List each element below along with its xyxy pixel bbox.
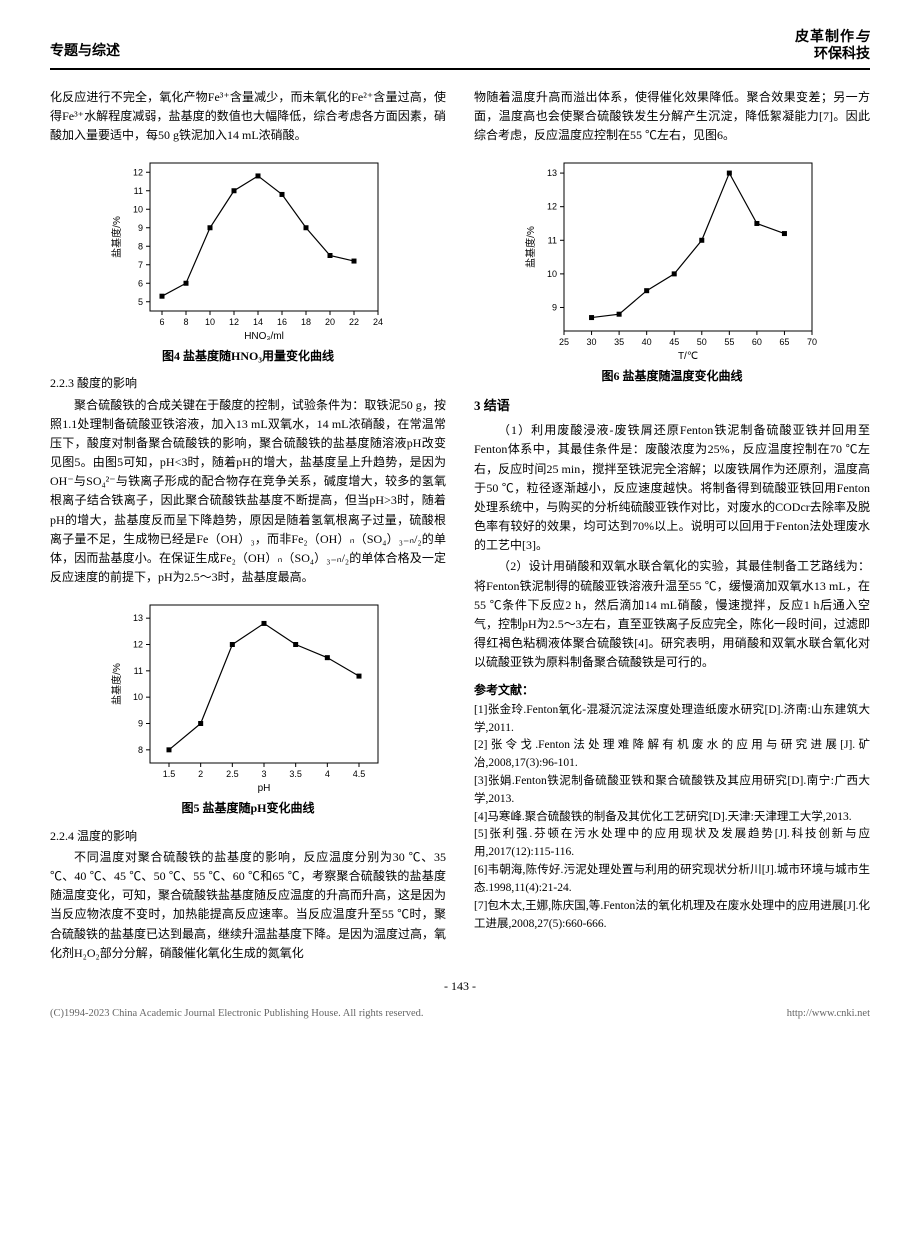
fig5-chart: 1.5 2 2.5 3 3.5 4 4.5 8 9 10 11 12 13 pH 盐基度/%: [108, 595, 388, 795]
fig6-chart: 25 30 35 40 45 50 55 60 65 70 9 10 11 12 13 T/℃ 盐基度/%: [522, 153, 822, 363]
svg-text:4: 4: [325, 769, 330, 779]
reference-item: [5]张利强.芬顿在污水处理中的应用现状及发展趋势[J].科技创新与应用,201…: [474, 826, 870, 862]
svg-text:2: 2: [198, 769, 203, 779]
reference-item: [1]张金玲.Fenton氧化-混凝沉淀法深度处理造纸废水研究[D].济南:山东…: [474, 702, 870, 738]
reference-item: [4]马寒峰.聚合硫酸铁的制备及其优化工艺研究[D].天津:天津理工大学,201…: [474, 809, 870, 827]
svg-text:12: 12: [133, 167, 143, 177]
figure-4: 6 8 10 12 14 16 18 20 22 24 5 6 7 8 9 10 11 12 HNO₃/ml 盐基度/…: [50, 153, 446, 343]
svg-text:55: 55: [724, 337, 734, 347]
svg-text:3.5: 3.5: [289, 769, 302, 779]
svg-text:14: 14: [253, 317, 263, 327]
svg-text:18: 18: [301, 317, 311, 327]
reference-item: [2]张令戈.Fenton法处理难降解有机废水的应用与研究进展[J].矿冶,20…: [474, 737, 870, 773]
fig4-caption: 图4 盐基度随HNO₃用量变化曲线: [50, 347, 446, 366]
svg-text:11: 11: [134, 666, 143, 676]
svg-text:8: 8: [183, 317, 188, 327]
svg-text:2.5: 2.5: [226, 769, 239, 779]
svg-text:16: 16: [277, 317, 287, 327]
sec-2-2-3-heading: 2.2.3 酸度的影响: [50, 374, 446, 393]
reference-item: [3]张娟.Fenton铁泥制备硫酸亚铁和聚合硫酸铁及其应用研究[D].南宁:广…: [474, 773, 870, 809]
svg-text:25: 25: [559, 337, 569, 347]
footer-url: http://www.cnki.net: [787, 1006, 870, 1023]
fig5-caption: 图5 盐基度随pH变化曲线: [50, 799, 446, 818]
header-journal-title: 皮革制作与 环保科技: [795, 30, 870, 64]
svg-text:盐基度/%: 盐基度/%: [110, 216, 123, 258]
svg-text:10: 10: [133, 204, 143, 214]
svg-text:7: 7: [138, 260, 143, 270]
svg-text:30: 30: [587, 337, 597, 347]
svg-text:13: 13: [133, 614, 143, 624]
svg-text:12: 12: [133, 640, 143, 650]
page-header: 专题与综述 皮革制作与 环保科技: [50, 30, 870, 70]
sec-3-p1: （1）利用废酸浸液-废铁屑还原Fenton铁泥制备硫酸亚铁并回用至Fenton体…: [474, 421, 870, 555]
svg-text:50: 50: [697, 337, 707, 347]
svg-text:8: 8: [138, 745, 143, 755]
svg-text:65: 65: [779, 337, 789, 347]
svg-text:5: 5: [138, 297, 143, 307]
svg-text:6: 6: [138, 278, 143, 288]
svg-text:22: 22: [349, 317, 359, 327]
svg-text:60: 60: [752, 337, 762, 347]
svg-text:11: 11: [548, 235, 557, 245]
svg-text:HNO₃/ml: HNO₃/ml: [244, 331, 284, 342]
svg-text:11: 11: [134, 186, 143, 196]
svg-text:10: 10: [205, 317, 215, 327]
svg-text:4.5: 4.5: [353, 769, 366, 779]
references-list: [1]张金玲.Fenton氧化-混凝沉淀法深度处理造纸废水研究[D].济南:山东…: [474, 702, 870, 934]
para-intro-right: 物随着温度升高而溢出体系，使得催化效果降低。聚合效果变差；另一方面，温度高也会使…: [474, 88, 870, 146]
svg-text:8: 8: [138, 241, 143, 251]
svg-text:3: 3: [261, 769, 266, 779]
header-section-title: 专题与综述: [50, 41, 120, 63]
fig6-caption: 图6 盐基度随温度变化曲线: [474, 367, 870, 386]
svg-text:9: 9: [552, 303, 557, 313]
svg-text:12: 12: [547, 202, 557, 212]
svg-text:10: 10: [133, 693, 143, 703]
page-footer: (C)1994-2023 China Academic Journal Elec…: [50, 1006, 870, 1023]
sec-2-2-4-body: 不同温度对聚合硫酸铁的盐基度的影响，反应温度分别为30 ℃、35 ℃、40 ℃、…: [50, 848, 446, 963]
svg-text:盐基度/%: 盐基度/%: [110, 663, 123, 705]
sec-3-p2: （2）设计用硝酸和双氧水联合氧化的实验，其最佳制备工艺路线为：将Fenton铁泥…: [474, 557, 870, 672]
content-columns: 化反应进行不完全，氧化产物Fe³⁺含量减少，而未氧化的Fe²⁺含量过高，使得Fe…: [50, 88, 870, 965]
page-number: - 143 -: [50, 977, 870, 996]
svg-text:40: 40: [642, 337, 652, 347]
sec-3-heading: 3 结语: [474, 396, 870, 417]
svg-text:70: 70: [807, 337, 817, 347]
figure-6: 25 30 35 40 45 50 55 60 65 70 9 10 11 12 13 T/℃ 盐基度/%: [474, 153, 870, 363]
left-column: 化反应进行不完全，氧化产物Fe³⁺含量减少，而未氧化的Fe²⁺含量过高，使得Fe…: [50, 88, 446, 965]
sec-2-2-4-heading: 2.2.4 温度的影响: [50, 827, 446, 846]
figure-5: 1.5 2 2.5 3 3.5 4 4.5 8 9 10 11 12 13 pH 盐基度/%: [50, 595, 446, 795]
svg-text:12: 12: [229, 317, 239, 327]
reference-item: [6]韦朝海,陈传好.污泥处理处置与利用的研究现状分析川[J].城市环境与城市生…: [474, 862, 870, 898]
svg-text:pH: pH: [258, 783, 271, 794]
svg-text:盐基度/%: 盐基度/%: [524, 226, 537, 268]
sec-2-2-3-body: 聚合硫酸铁的合成关键在于酸度的控制，试验条件为：取铁泥50 g，按照1.1处理制…: [50, 396, 446, 588]
para-intro-left: 化反应进行不完全，氧化产物Fe³⁺含量减少，而未氧化的Fe²⁺含量过高，使得Fe…: [50, 88, 446, 146]
svg-text:1.5: 1.5: [163, 769, 176, 779]
svg-text:6: 6: [159, 317, 164, 327]
svg-text:13: 13: [547, 168, 557, 178]
svg-text:9: 9: [138, 223, 143, 233]
svg-text:20: 20: [325, 317, 335, 327]
svg-text:45: 45: [669, 337, 679, 347]
svg-text:24: 24: [373, 317, 383, 327]
references-heading: 参考文献：: [474, 681, 870, 700]
reference-item: [7]包木太,王娜,陈庆国,等.Fenton法的氧化机理及在废水处理中的应用进展…: [474, 898, 870, 934]
fig4-chart: 6 8 10 12 14 16 18 20 22 24 5 6 7 8 9 10 11 12 HNO₃/ml 盐基度/…: [108, 153, 388, 343]
svg-text:10: 10: [547, 269, 557, 279]
footer-copyright: (C)1994-2023 China Academic Journal Elec…: [50, 1006, 424, 1023]
svg-text:T/℃: T/℃: [678, 351, 698, 362]
svg-text:35: 35: [614, 337, 624, 347]
right-column: 物随着温度升高而溢出体系，使得催化效果降低。聚合效果变差；另一方面，温度高也会使…: [474, 88, 870, 965]
svg-text:9: 9: [138, 719, 143, 729]
